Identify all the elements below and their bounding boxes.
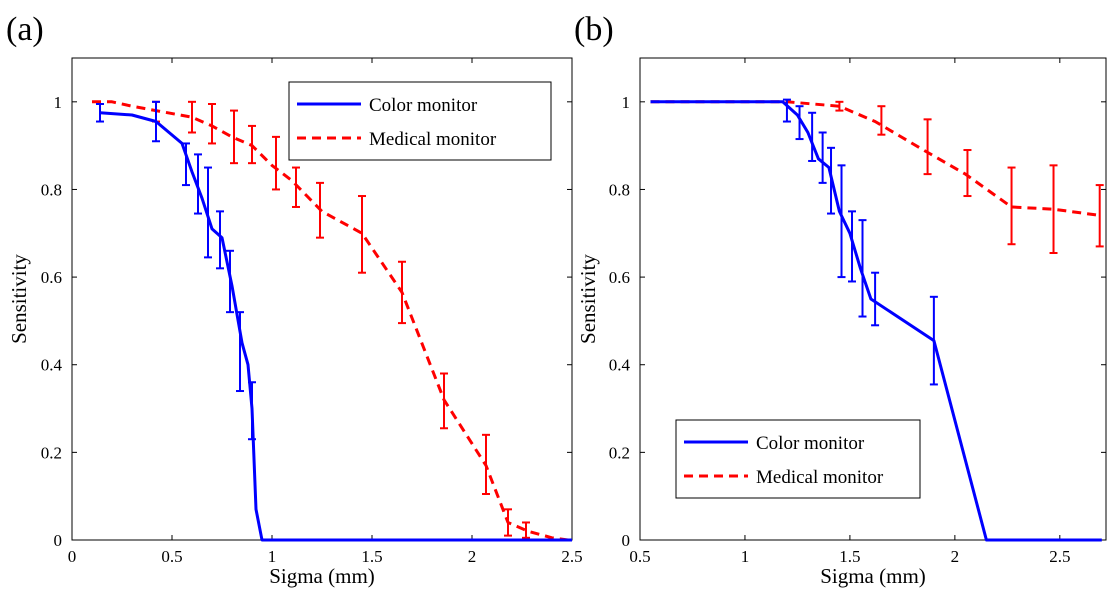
x-tick-label: 0.5 xyxy=(161,547,182,566)
y-tick-label: 0.6 xyxy=(41,268,62,287)
y-tick-label: 0.4 xyxy=(41,356,63,375)
legend-label-color-monitor: Color monitor xyxy=(756,433,865,454)
y-tick-label: 0.6 xyxy=(609,268,630,287)
y-axis-label: Sensitivity xyxy=(576,254,600,344)
x-tick-label: 0 xyxy=(68,547,77,566)
legend-label-medical-monitor: Medical monitor xyxy=(756,467,884,488)
y-tick-label: 0.8 xyxy=(609,180,630,199)
axes-box xyxy=(639,57,1107,541)
y-tick-label: 0.4 xyxy=(609,356,631,375)
x-tick-label: 1 xyxy=(741,547,750,566)
y-tick-label: 1 xyxy=(54,93,63,112)
panel-label: (a) xyxy=(6,11,44,48)
x-tick-label: 2.5 xyxy=(561,547,582,566)
series-line-color-monitor xyxy=(650,100,1102,542)
x-tick-label: 1 xyxy=(268,547,277,566)
y-tick-label: 1 xyxy=(622,93,631,112)
x-tick-label: 2 xyxy=(951,547,960,566)
x-tick-label: 2.5 xyxy=(1049,547,1070,566)
legend-label-medical-monitor: Medical monitor xyxy=(369,129,497,150)
plot-area xyxy=(92,100,572,542)
y-tick-label: 0.2 xyxy=(41,443,62,462)
legend: Color monitor Medical monitor xyxy=(288,81,552,161)
x-tick-label: 0.5 xyxy=(629,547,650,566)
x-tick-label: 1.5 xyxy=(839,547,860,566)
series-line-medical-monitor xyxy=(650,100,1103,218)
legend-box xyxy=(288,81,552,161)
panel-label: (b) xyxy=(574,11,614,48)
legend-label-color-monitor: Color monitor xyxy=(369,95,478,116)
y-axis-label: Sensitivity xyxy=(7,254,31,344)
legend-box xyxy=(675,419,921,499)
legend: Color monitor Medical monitor xyxy=(675,419,921,499)
x-tick-label: 2 xyxy=(468,547,477,566)
panel-b: (b) 0.5 1 1.5 2 2.5 0 0.2 0.4 0.6 0.8 1 Sigma (mm) Se… xyxy=(574,11,1107,588)
series-line-medical-monitor xyxy=(92,100,569,542)
y-tick-label: 0 xyxy=(622,531,631,550)
x-axis-label: Sigma (mm) xyxy=(269,564,375,588)
x-tick-label: 1.5 xyxy=(361,547,382,566)
y-tick-label: 0.2 xyxy=(609,443,630,462)
series-line-color-monitor xyxy=(99,111,572,542)
y-tick-label: 0 xyxy=(54,531,63,550)
plot-area xyxy=(650,98,1104,542)
x-axis-label: Sigma (mm) xyxy=(820,564,926,588)
y-tick-label: 0.8 xyxy=(41,180,62,199)
